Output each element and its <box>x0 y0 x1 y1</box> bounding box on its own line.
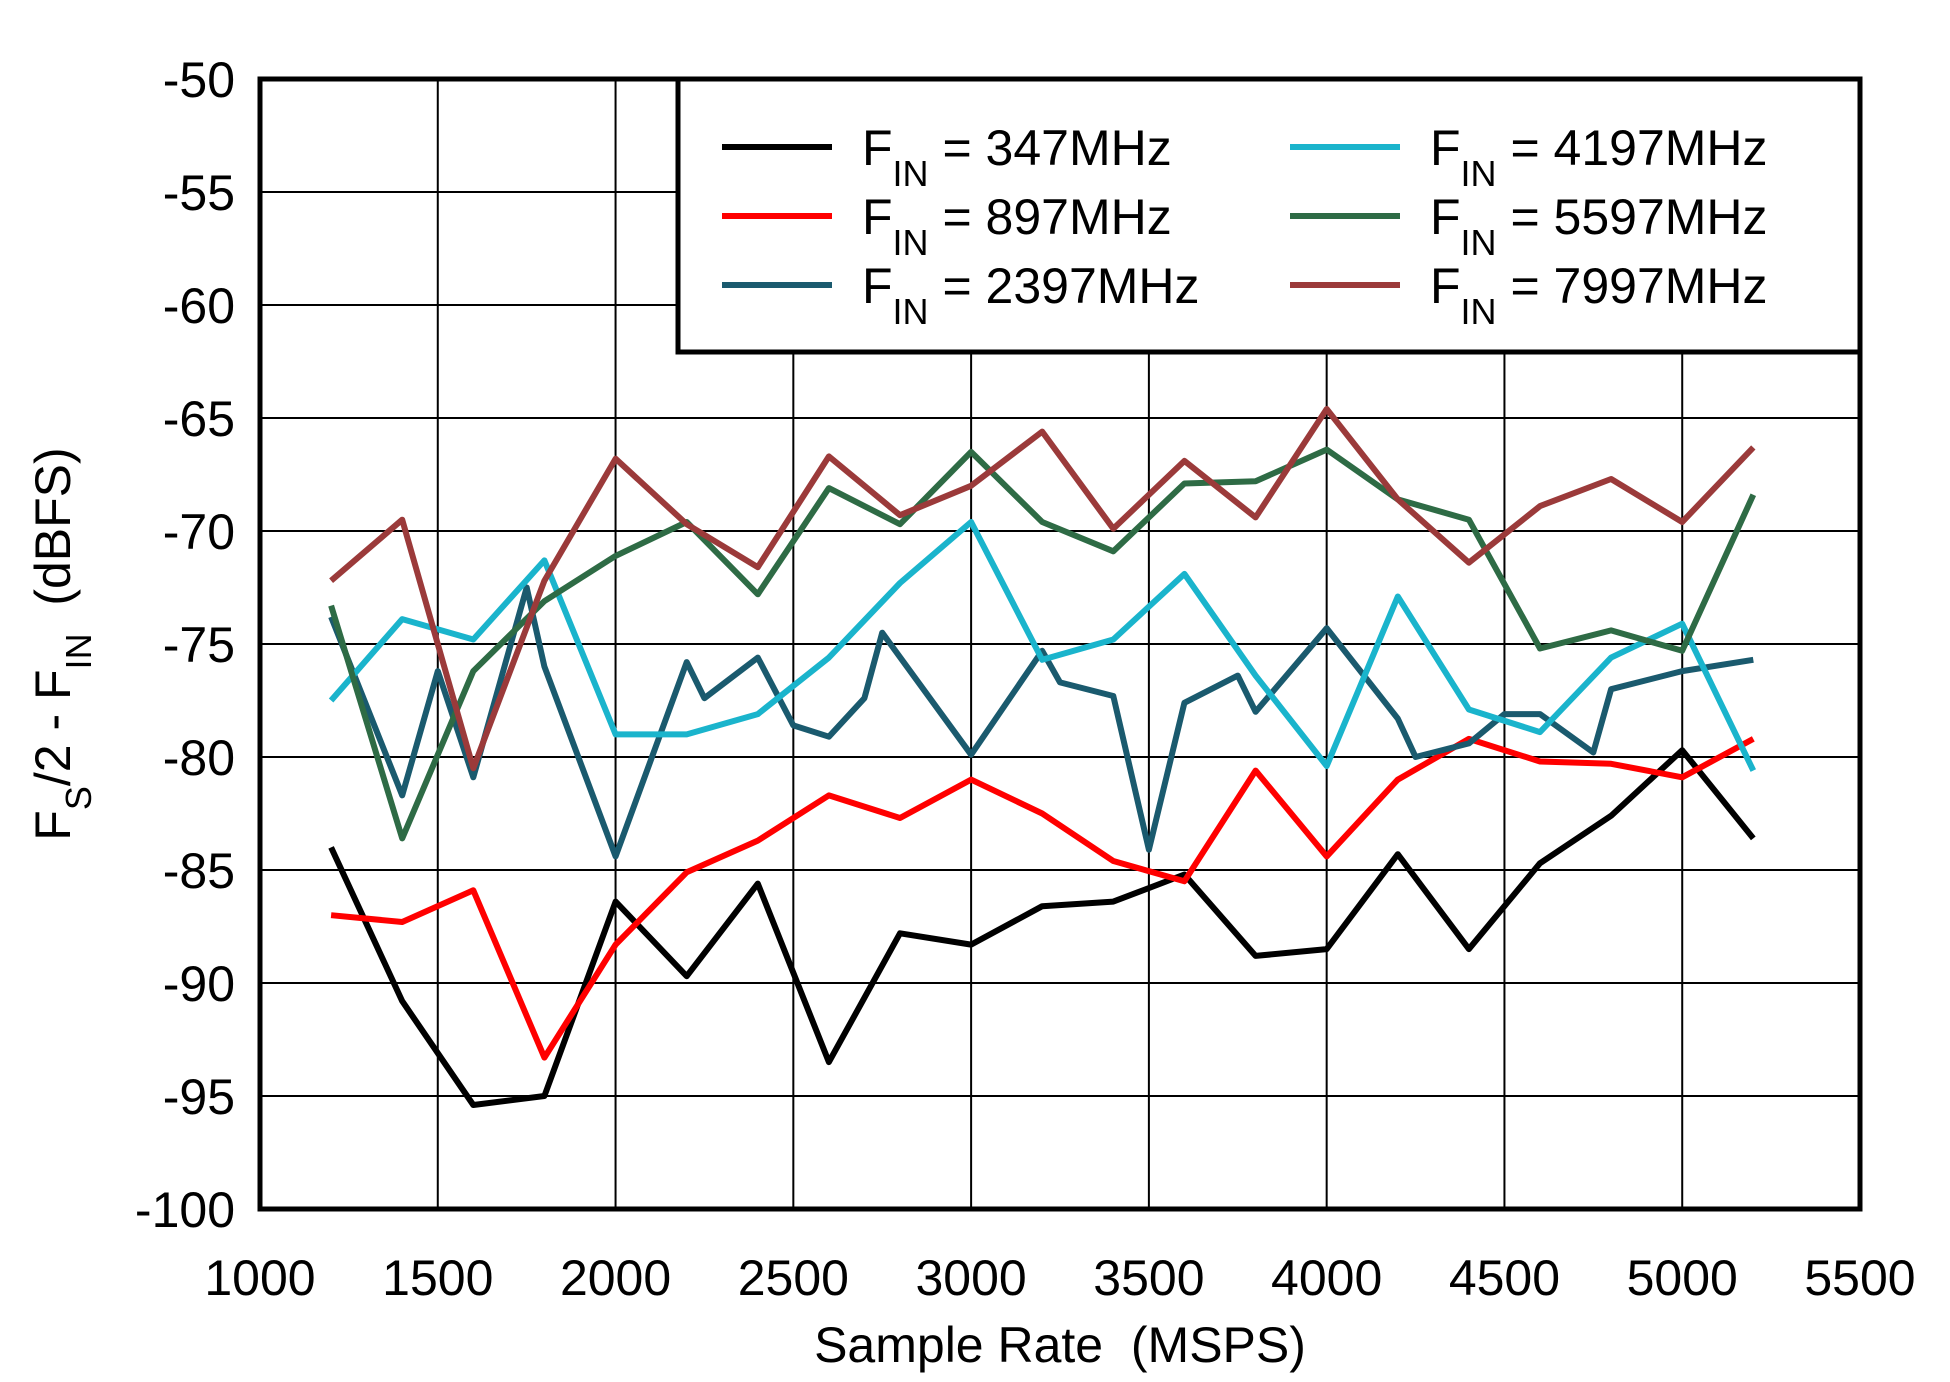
legend-label: FIN = 347MHz <box>862 120 1172 194</box>
y-tick-label: -75 <box>163 617 235 673</box>
x-tick-label: 3000 <box>915 1250 1026 1306</box>
x-tick-label: 4000 <box>1271 1250 1382 1306</box>
x-tick-label: 3500 <box>1093 1250 1204 1306</box>
x-tick-label: 1000 <box>204 1250 315 1306</box>
x-tick-label: 2500 <box>738 1250 849 1306</box>
y-tick-label: -65 <box>163 391 235 447</box>
series-line <box>328 519 1757 772</box>
y-tick-label: -90 <box>163 956 235 1012</box>
y-tick-label: -55 <box>163 165 235 221</box>
y-tick-label: -50 <box>163 52 235 108</box>
series-line <box>329 406 1756 772</box>
series-line <box>330 735 1755 1061</box>
legend-label: FIN = 5597MHz <box>1430 189 1768 263</box>
series-line <box>328 747 1756 1108</box>
legend-label: FIN = 4197MHz <box>1430 120 1768 194</box>
y-tick-label: -100 <box>135 1182 235 1238</box>
legend-label: FIN = 897MHz <box>862 189 1172 263</box>
y-tick-label: -85 <box>163 843 235 899</box>
y-tick-label: -60 <box>163 278 235 334</box>
x-tick-label: 1500 <box>382 1250 493 1306</box>
x-tick-label: 2000 <box>560 1250 671 1306</box>
legend-box <box>675 76 1863 355</box>
y-tick-label: -80 <box>163 730 235 786</box>
legend-label: FIN = 7997MHz <box>1430 258 1768 332</box>
legend-label: FIN = 2397MHz <box>862 258 1200 332</box>
series-line <box>328 446 1757 842</box>
y-tick-label: -70 <box>163 504 235 560</box>
x-axis-title: Sample Rate (MSPS) <box>814 1317 1306 1373</box>
x-tick-label: 5500 <box>1804 1250 1915 1306</box>
x-tick-label: 5000 <box>1627 1250 1738 1306</box>
y-axis-title: FS/2 - FIN (dBFS) <box>25 447 99 840</box>
x-tick-label: 4500 <box>1449 1250 1560 1306</box>
y-tick-label: -95 <box>163 1069 235 1125</box>
